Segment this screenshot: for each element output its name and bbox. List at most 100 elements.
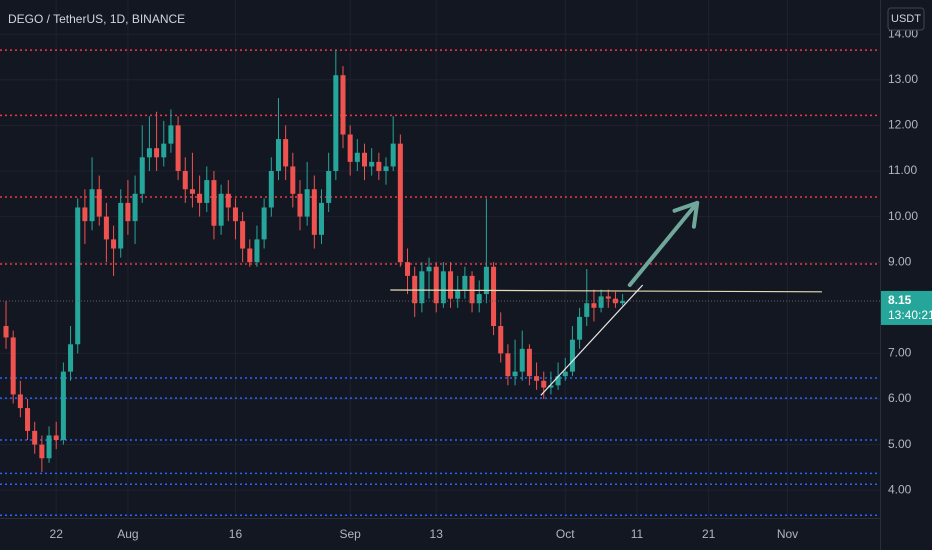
candle-body	[275, 139, 281, 171]
candle-body	[211, 180, 217, 226]
y-tick-label: 13.00	[888, 72, 918, 86]
candle-body	[218, 193, 224, 226]
candles	[3, 50, 626, 472]
candle-body	[168, 125, 174, 144]
candle-body	[261, 207, 267, 240]
candle-body	[60, 371, 66, 441]
arrow-head	[672, 200, 700, 229]
candle-body	[620, 300, 626, 304]
y-tick-label: 7.00	[888, 346, 912, 360]
candle-body	[598, 296, 604, 308]
candle-body	[268, 170, 274, 208]
y-tick-label: 5.00	[888, 437, 912, 451]
candle-body	[397, 143, 403, 263]
candle-body	[68, 344, 74, 372]
candle-body	[96, 189, 102, 217]
candle-body	[347, 134, 353, 162]
candle-body	[32, 430, 38, 445]
candle-body	[498, 326, 504, 354]
x-tick-label: 21	[702, 527, 716, 541]
candle-body	[89, 189, 95, 222]
y-tick-label: 11.00	[888, 163, 917, 177]
candle-body	[548, 385, 554, 388]
x-tick-label: Nov	[777, 527, 798, 541]
countdown: 13:40:21	[888, 308, 932, 322]
candle-body	[591, 303, 597, 308]
candle-body	[512, 371, 518, 377]
x-tick-label: 11	[631, 527, 644, 541]
candle-body	[46, 435, 52, 459]
y-tick-label: 6.00	[888, 391, 912, 405]
candle-body	[318, 202, 324, 235]
candle-body	[204, 180, 210, 203]
candle-body	[132, 193, 138, 222]
candle-body	[10, 337, 16, 395]
candle-body	[555, 376, 561, 386]
currency-box[interactable]	[887, 7, 925, 31]
candle-body	[283, 139, 289, 167]
candle-body	[433, 266, 439, 304]
candle-body	[53, 435, 59, 441]
candle-body	[175, 125, 181, 171]
candle-body	[534, 376, 540, 381]
candle-body	[232, 207, 238, 222]
candle-body	[440, 271, 446, 304]
candle-body	[82, 207, 88, 222]
candle-body	[569, 339, 575, 372]
candle-body	[426, 266, 432, 272]
grid	[0, 0, 880, 518]
candle-body	[462, 275, 468, 290]
y-tick-label: 12.00	[888, 118, 918, 132]
candle-body	[526, 348, 532, 377]
candle-body	[182, 170, 188, 190]
candle-body	[161, 143, 167, 158]
last-price-label: 8.15	[888, 293, 912, 307]
candle-body	[419, 271, 425, 304]
y-tick-label: 10.00	[888, 209, 918, 223]
x-tick-label: 13	[430, 527, 444, 541]
candle-body	[605, 296, 611, 299]
candle-body	[448, 271, 454, 299]
candle-body	[361, 152, 368, 167]
chart-title: DEGO / TetherUS, 1D, BINANCE	[8, 12, 185, 26]
y-tick-label: 4.00	[888, 482, 912, 496]
candle-body	[75, 207, 81, 345]
candle-body	[584, 303, 590, 317]
candle-body	[376, 161, 382, 171]
candle-body	[562, 371, 568, 377]
candle-body	[247, 248, 253, 263]
arrow-shaft	[627, 200, 700, 287]
drawings	[0, 200, 880, 396]
candle-body	[39, 444, 45, 459]
trend-line	[540, 284, 644, 396]
candle-body	[519, 348, 525, 372]
last-price-box	[881, 290, 932, 325]
candle-body	[369, 161, 375, 167]
candle-body	[290, 166, 296, 194]
candle-body	[483, 266, 489, 295]
candle-body	[254, 239, 260, 263]
candle-body	[577, 316, 583, 340]
currency[interactable]: USDT	[891, 13, 921, 25]
candle-body	[297, 193, 303, 217]
candle-body	[311, 189, 317, 235]
y-tick-label: 9.00	[888, 254, 912, 268]
candle-body	[326, 170, 332, 203]
candle-body	[154, 148, 160, 158]
candle-body	[17, 394, 23, 409]
trend-line	[390, 289, 822, 293]
candle-body	[541, 380, 547, 388]
x-tick-label: Sep	[339, 527, 361, 541]
candle-body	[333, 75, 339, 171]
x-tick-label: 22	[50, 527, 64, 541]
candle-body	[405, 262, 411, 276]
candle-body	[240, 221, 246, 249]
candle-body	[455, 289, 461, 299]
candle-body	[197, 193, 203, 203]
candle-body	[125, 202, 131, 222]
candle-body	[340, 75, 346, 135]
candle-body	[225, 193, 231, 208]
candle-body	[118, 202, 124, 249]
